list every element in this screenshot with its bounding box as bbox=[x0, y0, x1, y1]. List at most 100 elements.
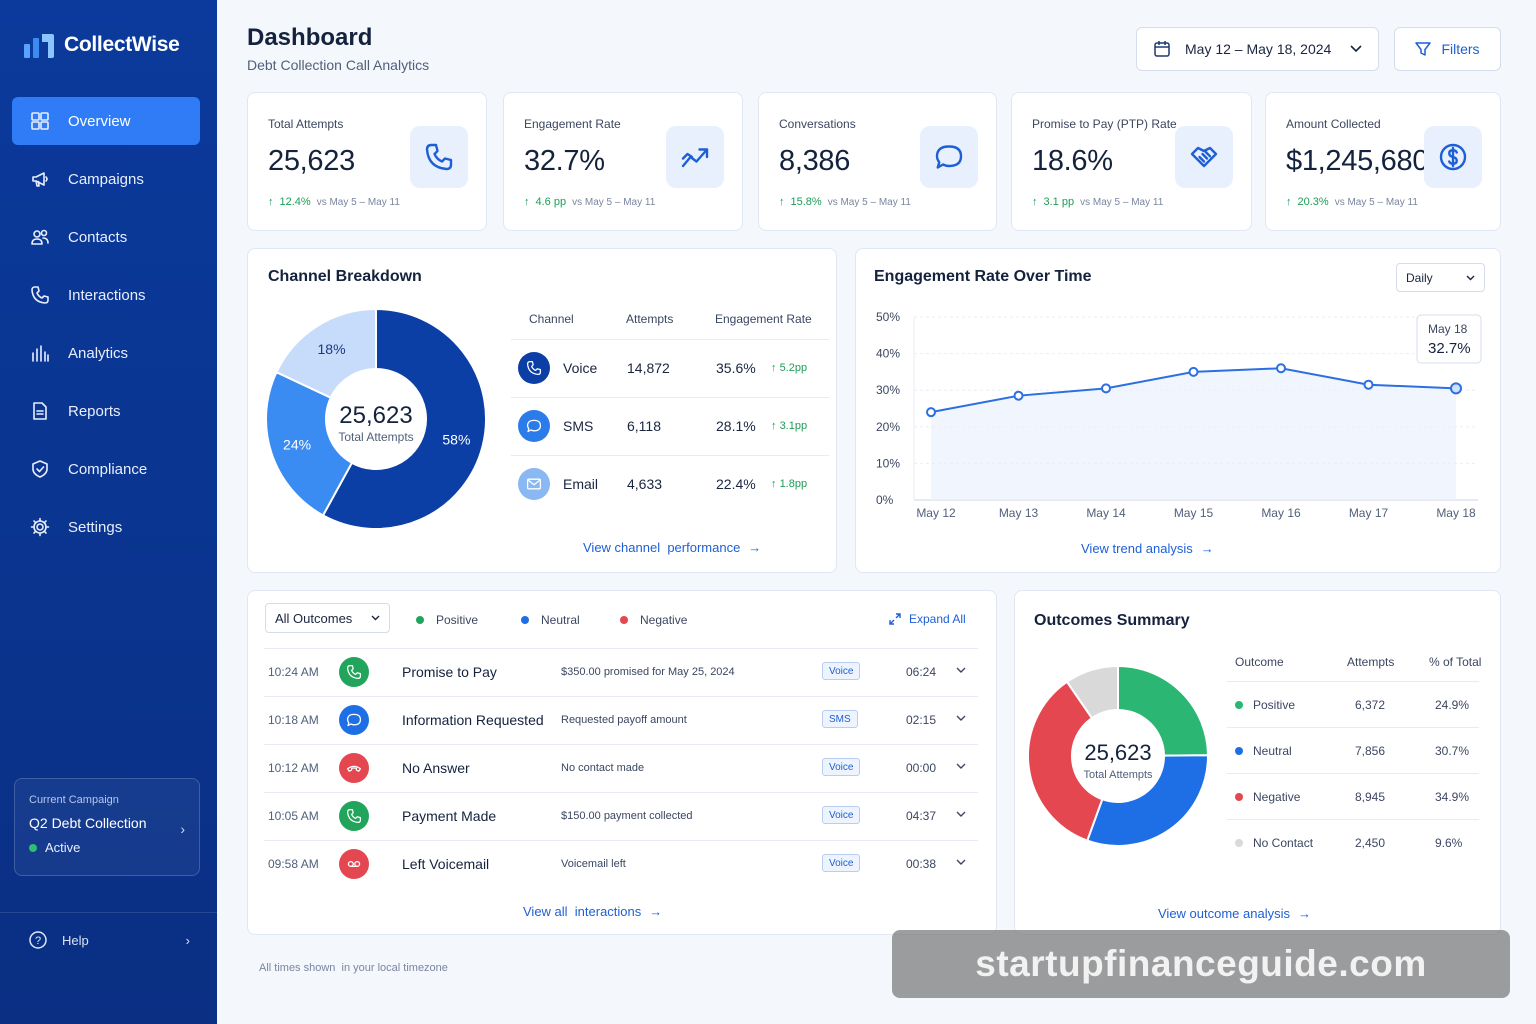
arrow-up-icon: ↑ bbox=[1032, 196, 1038, 208]
channel-rate-delta-value: 1.8pp bbox=[779, 478, 808, 490]
chevron-down-icon[interactable] bbox=[956, 807, 966, 821]
brand-logo[interactable]: CollectWise bbox=[22, 30, 180, 60]
data-point[interactable] bbox=[1450, 382, 1462, 395]
data-point[interactable] bbox=[1188, 366, 1199, 377]
legend-negative[interactable]: Negative bbox=[620, 613, 687, 627]
kpi-delta: ↑ 4.6 pp vs May 5 – May 11 bbox=[524, 196, 655, 208]
sidebar-item-analytics[interactable]: Analytics bbox=[12, 329, 200, 377]
expand-all-button[interactable]: Expand All bbox=[889, 612, 966, 626]
channel-attempts: 6,118 bbox=[627, 418, 661, 434]
donut-slice-label: 18% bbox=[318, 341, 346, 357]
channel-row[interactable]: Email 4,633 22.4% ↑ 1.8pp bbox=[511, 455, 829, 513]
donut-slice[interactable] bbox=[265, 370, 354, 517]
interaction-duration: 04:37 bbox=[906, 809, 937, 823]
column-header: Engagement Rate bbox=[715, 312, 812, 326]
sidebar-item-overview[interactable]: Overview bbox=[12, 97, 200, 145]
phone-icon bbox=[410, 126, 468, 188]
sidebar-item-reports[interactable]: Reports bbox=[12, 387, 200, 435]
sidebar-item-campaigns[interactable]: Campaigns bbox=[12, 155, 200, 203]
interaction-row[interactable]: 10:18 AM Information Requested Requested p… bbox=[264, 696, 978, 744]
data-point[interactable] bbox=[1101, 383, 1111, 394]
outcome-dot bbox=[1235, 793, 1243, 801]
view-channel-performance-link[interactable]: View channel performance → bbox=[583, 540, 761, 555]
channel-badge: SMS bbox=[822, 710, 858, 728]
donut-slice-label: 58% bbox=[442, 432, 470, 448]
sidebar-item-compliance[interactable]: Compliance bbox=[12, 445, 200, 493]
sidebar-item-contacts[interactable]: Contacts bbox=[12, 213, 200, 261]
chevron-down-icon[interactable] bbox=[956, 759, 966, 773]
data-point[interactable] bbox=[1276, 363, 1286, 374]
channel-row[interactable]: SMS 6,118 28.1% ↑ 3.1pp bbox=[511, 397, 829, 455]
interaction-row[interactable]: 10:12 AM No Answer No contact made Voice 00:… bbox=[264, 744, 978, 792]
x-tick-label: May 16 bbox=[1261, 506, 1301, 520]
outcome-label: Neutral bbox=[1253, 744, 1292, 758]
kpi-card-conversations[interactable]: Conversations 8,386 ↑ 15.8% vs May 5 – May 1… bbox=[758, 92, 997, 231]
page-subtitle: Debt Collection Call Analytics bbox=[247, 57, 430, 73]
help-link[interactable]: ? Help › bbox=[28, 930, 190, 950]
interaction-row[interactable]: 10:05 AM Payment Made $150.00 payment coll… bbox=[264, 792, 978, 840]
logo-icon bbox=[24, 34, 54, 58]
kpi-card-total-attempts[interactable]: Total Attempts 25,623 ↑ 12.4% vs May 5 – May… bbox=[247, 92, 487, 231]
sidebar-item-label: Overview bbox=[68, 112, 131, 130]
outcome-filter-select[interactable]: All Outcomes bbox=[265, 603, 390, 633]
x-tick-label: May 13 bbox=[999, 506, 1039, 520]
filters-button[interactable]: Filters bbox=[1394, 27, 1501, 71]
kpi-delta: ↑ 3.1 pp vs May 5 – May 11 bbox=[1032, 196, 1163, 208]
expand-icon bbox=[889, 613, 901, 625]
phone-icon bbox=[30, 285, 50, 305]
interaction-row[interactable]: 09:58 AM Left Voicemail Voicemail left Voic… bbox=[264, 840, 978, 888]
data-point[interactable] bbox=[1013, 390, 1024, 401]
interaction-row[interactable]: 10:24 AM Promise to Pay $350.00 promised f… bbox=[264, 648, 978, 696]
column-header: % of Total bbox=[1429, 655, 1482, 669]
current-campaign-card[interactable]: Current Campaign Q2 Debt Collection Acti… bbox=[14, 778, 200, 876]
sidebar-item-label: Compliance bbox=[68, 460, 148, 478]
chevron-down-icon[interactable] bbox=[956, 711, 966, 725]
date-range-picker[interactable]: May 12 – May 18, 2024 bbox=[1136, 27, 1379, 71]
chevron-down-icon[interactable] bbox=[956, 663, 966, 677]
sidebar: CollectWise Overview Campaigns Contacts Int… bbox=[0, 0, 217, 1024]
kpi-card-promise-to-pay-ptp-rate[interactable]: Promise to Pay (PTP) Rate 18.6% ↑ 3.1 pp vs … bbox=[1011, 92, 1252, 231]
period-select[interactable]: Daily bbox=[1396, 263, 1485, 292]
interaction-duration: 00:00 bbox=[906, 761, 937, 775]
channel-engagement-rate: 28.1% bbox=[716, 418, 756, 434]
data-point[interactable] bbox=[1363, 379, 1374, 390]
view-outcome-analysis-link[interactable]: View outcome analysis → bbox=[1158, 906, 1311, 921]
campaign-label: Current Campaign bbox=[29, 794, 119, 806]
legend-label: Positive bbox=[436, 613, 479, 627]
donut-slice[interactable] bbox=[1085, 754, 1209, 847]
donut-slice[interactable] bbox=[1027, 680, 1104, 842]
kpi-card-amount-collected[interactable]: Amount Collected $1,245,680 ↑ 20.3% vs May 5… bbox=[1265, 92, 1501, 231]
donut-slice[interactable] bbox=[1117, 664, 1210, 757]
donut-slice[interactable] bbox=[275, 307, 377, 400]
view-all-interactions-link[interactable]: View all interactions → bbox=[523, 904, 662, 919]
sidebar-item-settings[interactable]: Settings bbox=[12, 503, 200, 551]
kpi-card-engagement-rate[interactable]: Engagement Rate 32.7% ↑ 4.6 pp vs May 5 – Ma… bbox=[503, 92, 743, 231]
data-point[interactable] bbox=[926, 407, 936, 418]
kpi-label: Total Attempts bbox=[268, 117, 344, 131]
kpi-compare-period: vs May 5 – May 11 bbox=[1080, 196, 1164, 208]
kpi-value: 8,386 bbox=[779, 145, 851, 177]
dollar-icon bbox=[1424, 126, 1482, 188]
interaction-detail: No contact made bbox=[561, 762, 645, 774]
donut-slice[interactable] bbox=[1065, 664, 1119, 720]
channel-row[interactable]: Voice 14,872 35.6% ↑ 5.2pp bbox=[511, 339, 829, 397]
outcome-dot bbox=[1235, 839, 1243, 847]
legend-positive[interactable]: Positive bbox=[416, 613, 478, 627]
donut-slice[interactable] bbox=[321, 307, 487, 530]
outcome-row[interactable]: Neutral 7,856 30.7% bbox=[1227, 727, 1479, 773]
outcome-row[interactable]: Positive 6,372 24.9% bbox=[1227, 681, 1479, 727]
outcome-row[interactable]: No Contact 2,450 9.6% bbox=[1227, 819, 1479, 865]
channel-name: SMS bbox=[563, 418, 594, 434]
outcome-row[interactable]: Negative 8,945 34.9% bbox=[1227, 773, 1479, 819]
arrow-up-icon: ↑ bbox=[524, 196, 530, 208]
channel-rate-delta: ↑ 1.8pp bbox=[771, 478, 807, 490]
sidebar-item-interactions[interactable]: Interactions bbox=[12, 271, 200, 319]
view-trend-analysis-link[interactable]: View trend analysis → bbox=[1081, 541, 1214, 556]
y-tick-label: 30% bbox=[876, 383, 900, 397]
outcome-label: No Contact bbox=[1253, 836, 1314, 850]
outcome-attempts: 2,450 bbox=[1355, 836, 1386, 850]
donut-center-value: 25,623 bbox=[1084, 740, 1151, 765]
chevron-down-icon[interactable] bbox=[956, 855, 966, 869]
legend-neutral[interactable]: Neutral bbox=[521, 613, 580, 627]
outcome-percent: 30.7% bbox=[1435, 744, 1470, 758]
